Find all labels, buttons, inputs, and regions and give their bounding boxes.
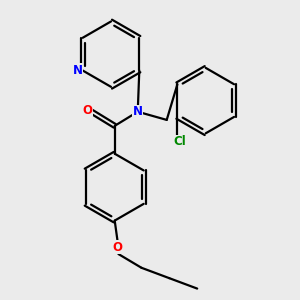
Text: O: O [82,104,92,118]
Text: O: O [113,241,123,254]
Text: Cl: Cl [173,135,186,148]
Text: N: N [73,64,82,77]
Text: N: N [133,105,143,118]
